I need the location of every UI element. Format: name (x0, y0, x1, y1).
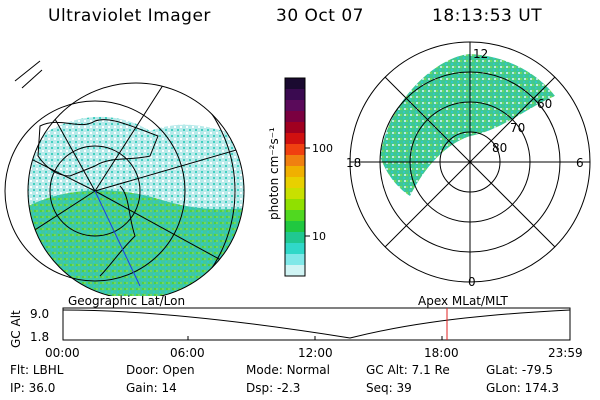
colorbar-band (285, 166, 305, 178)
time-tick-1200: 12:00 (298, 346, 333, 360)
glon-field: GLon: 174.3 (486, 381, 559, 395)
glat-value: -79.5 (521, 363, 553, 377)
dsp-field: Dsp: -2.3 (246, 381, 301, 395)
magnetic-polar-plot: 12 18 6 0 60 70 80 (346, 41, 591, 289)
colorbar-band (285, 254, 305, 266)
mlat-label-70: 70 (510, 121, 525, 135)
colorbar-band (285, 100, 305, 112)
filter-field: Flt: LBHL (10, 363, 64, 377)
colorbar-band (285, 133, 305, 145)
colorbar-band (285, 177, 305, 189)
mlt-label-0: 0 (468, 275, 476, 289)
mlt-label-12: 12 (473, 47, 488, 61)
time-label: 18:13:53 UT (432, 6, 543, 26)
colorbar-band (285, 221, 305, 233)
seq-value: 39 (396, 381, 412, 395)
seq-field: Seq: 39 (366, 381, 412, 395)
colorbar-band (285, 155, 305, 167)
colorbar-tick-100: 100 (312, 142, 333, 155)
instrument-title: Ultraviolet Imager (48, 6, 211, 26)
altitude-y-label-top: 9.0 (30, 307, 49, 321)
colorbar-band (285, 111, 305, 123)
altitude-y-label-bottom: 1.8 (30, 330, 49, 344)
altitude-axis-title: GC Alt (9, 310, 23, 348)
geographic-caption: Geographic Lat/Lon (68, 294, 186, 308)
colorbar: 100 10 photon cm⁻²s⁻¹ (267, 77, 333, 277)
gain-field: Gain: 14 (126, 381, 177, 395)
time-tick-0000: 00:00 (45, 346, 80, 360)
colorbar-unit-label: photon cm⁻²s⁻¹ (267, 127, 281, 220)
colorbar-band (285, 144, 305, 156)
ip-value: 36.0 (28, 381, 56, 395)
colorbar-band (285, 199, 305, 211)
gc-alt-value: 7.1 Re (411, 363, 450, 377)
colorbar-band (285, 210, 305, 222)
date-label: 30 Oct 07 (276, 6, 364, 26)
colorbar-tick-10: 10 (312, 230, 326, 243)
mlat-label-60: 60 (537, 97, 552, 111)
colorbar-band (285, 188, 305, 200)
time-tick-1800: 18:00 (424, 346, 459, 360)
gc-alt-field: GC Alt: 7.1 Re (366, 363, 450, 377)
colorbar-band (285, 89, 305, 101)
colorbar-band (285, 265, 305, 277)
glon-value: 174.3 (524, 381, 559, 395)
mlt-label-6: 6 (576, 156, 584, 170)
mode-value: Normal (286, 363, 330, 377)
mlt-label-18: 18 (346, 156, 361, 170)
altitude-panel: GC Alt 9.0 1.8 00:00 06:00 12:00 18:00 2… (9, 307, 583, 360)
colorbar-band (285, 78, 305, 90)
dsp-value: -2.3 (276, 381, 301, 395)
colorbar-band (285, 232, 305, 244)
mode-field: Mode: Normal (246, 363, 330, 377)
glat-field: GLat: -79.5 (486, 363, 553, 377)
mlat-label-80: 80 (492, 141, 507, 155)
ip-field: IP: 36.0 (10, 381, 56, 395)
door-field: Door: Open (126, 363, 195, 377)
apex-caption: Apex MLat/MLT (418, 294, 508, 308)
door-value: Open (162, 363, 195, 377)
gain-value: 14 (161, 381, 177, 395)
filter-value: LBHL (32, 363, 64, 377)
colorbar-band (285, 243, 305, 255)
geographic-map (4, 60, 245, 296)
time-tick-0600: 06:00 (170, 346, 205, 360)
time-tick-2359: 23:59 (548, 346, 583, 360)
colorbar-band (285, 122, 305, 134)
